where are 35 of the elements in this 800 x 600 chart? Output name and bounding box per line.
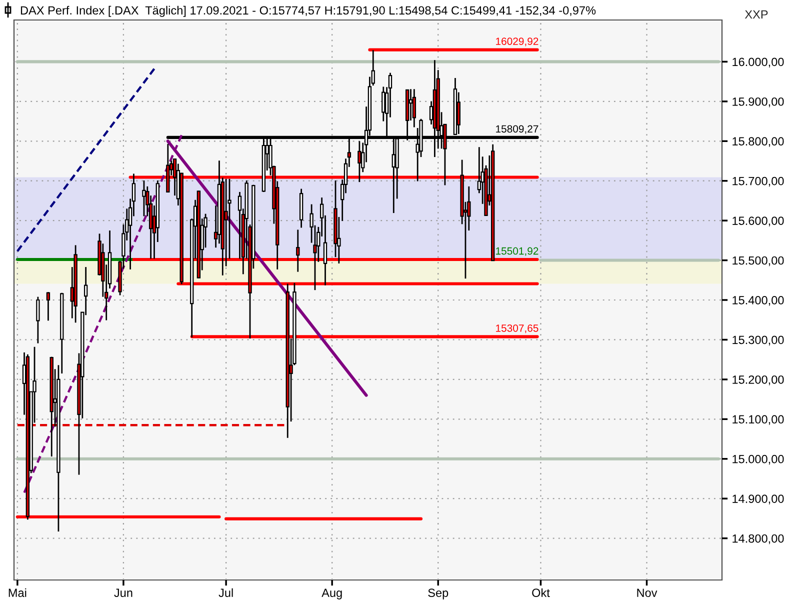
candlestick: [358, 140, 362, 183]
candlestick: [408, 88, 413, 122]
candlestick: [224, 178, 228, 267]
x-tick-label: Aug: [322, 588, 342, 600]
y-tick-label: 14.800,00: [732, 534, 784, 544]
annotation: 15809,27: [496, 125, 538, 134]
y-tick-label: 15.700,00: [732, 176, 784, 187]
y-tick-label: 15.100,00: [732, 415, 784, 425]
y-tick-label: 15.500,00: [732, 256, 784, 266]
y-tick-label: 16.000,00: [732, 58, 784, 68]
candlestick: [46, 291, 50, 322]
x-tick-label: Okt: [532, 588, 550, 598]
y-tick-label: 15.400,00: [732, 296, 784, 306]
x-tick-label: Sep: [428, 588, 448, 600]
candlestick: [296, 229, 300, 272]
x-tick-label: Mai: [8, 588, 26, 598]
y-tick-label: 15.900,00: [732, 97, 784, 108]
candlestick: [36, 296, 40, 344]
y-tick-label: 15.000,00: [732, 454, 784, 465]
y-tick-label: 15.200,00: [732, 375, 784, 386]
y-tick-label: 15.800,00: [732, 137, 784, 147]
x-tick-label: Jul: [218, 588, 233, 598]
x-tick-label: Nov: [637, 588, 658, 598]
y-axis-title: XXP: [744, 10, 768, 18]
y-tick-label: 14.900,00: [732, 494, 784, 504]
annotation: 16029,92: [496, 38, 538, 46]
y-tick-label: 15.300,00: [732, 336, 784, 346]
chart-title: DAX Perf. Index [.DAX Täglich] 17.09.2021 - O:15774,57 H:15791,90 L:15498,54 C:15499,41 -152,34 -0,97%: [20, 6, 596, 17]
annotation: 15307,65: [496, 324, 538, 334]
candlestick: [142, 180, 146, 217]
x-tick-label: Jun: [114, 588, 132, 598]
candlestick: [412, 88, 416, 128]
y-tick-label: 15.600,00: [732, 216, 784, 226]
annotation: 15501,92: [496, 247, 538, 256]
candlestick: [456, 92, 460, 135]
